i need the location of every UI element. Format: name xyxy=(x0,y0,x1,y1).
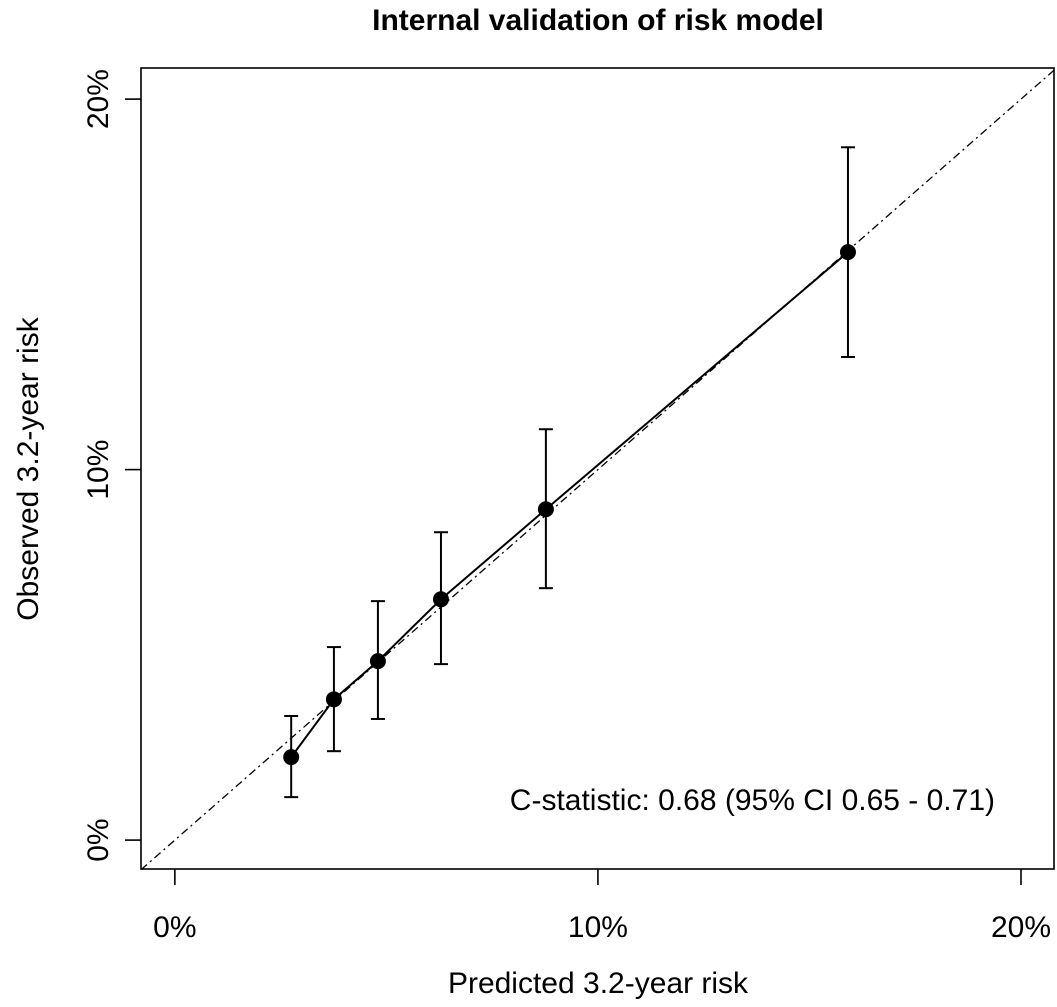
y-tick-label: 0% xyxy=(82,818,115,861)
x-tick-label: 20% xyxy=(991,911,1051,944)
chart-title: Internal validation of risk model xyxy=(372,4,824,37)
x-tick-label: 10% xyxy=(568,911,628,944)
annotation: C-statistic: 0.68 (95% CI 0.65 - 0.71) xyxy=(510,784,995,817)
reference-line xyxy=(141,69,1054,869)
point xyxy=(839,244,856,261)
point xyxy=(369,653,386,670)
x-axis-label: Predicted 3.2-year risk xyxy=(448,967,749,1000)
point xyxy=(283,749,300,766)
calibration-line xyxy=(290,251,849,758)
y-tick-label: 20% xyxy=(82,69,115,129)
point xyxy=(537,501,554,518)
y-tick-label: 10% xyxy=(82,440,115,500)
point xyxy=(432,591,449,608)
plot-frame xyxy=(140,67,1055,870)
x-tick-label: 0% xyxy=(153,911,196,944)
point xyxy=(325,691,342,708)
y-axis-label: Observed 3.2-year risk xyxy=(12,316,45,620)
